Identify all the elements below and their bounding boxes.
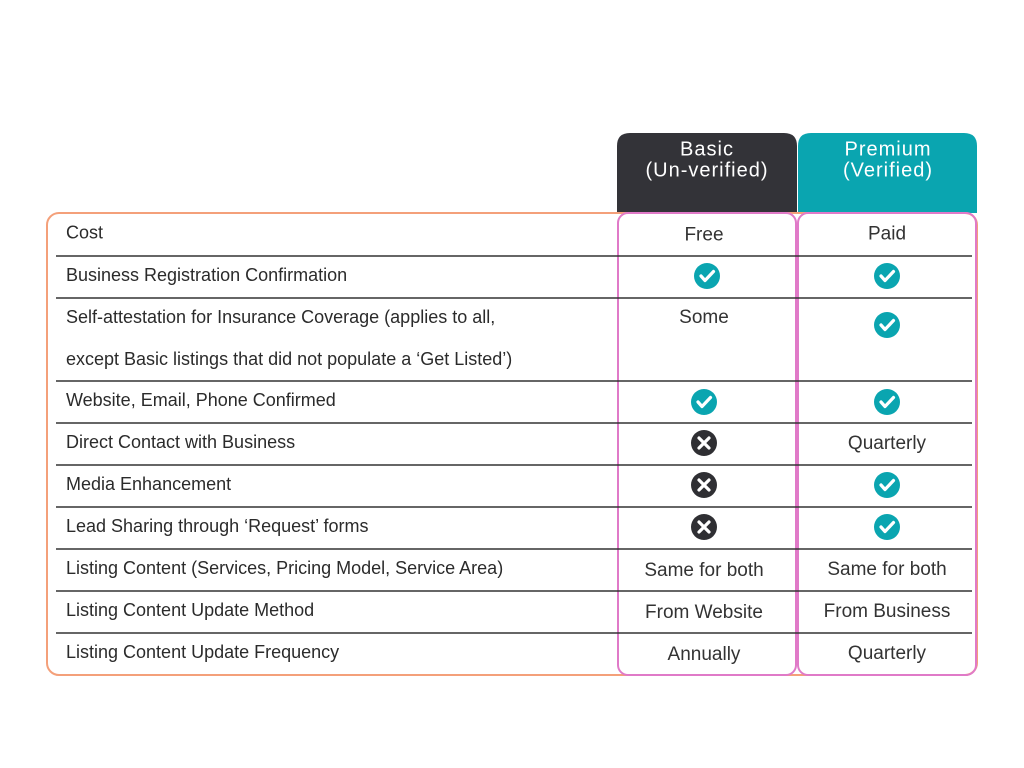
header-text: Premium xyxy=(844,138,931,160)
feature-label: Lead Sharing through ‘Request’ forms xyxy=(66,516,369,536)
premium-value: From Business xyxy=(824,601,951,622)
premium-header xyxy=(798,133,977,213)
basic-value: Annually xyxy=(668,644,741,665)
check-icon xyxy=(692,261,722,291)
premium-column-frame xyxy=(797,212,977,676)
basic-column-frame xyxy=(617,212,797,676)
feature-label: Website, Email, Phone Confirmed xyxy=(66,390,336,410)
premium-value: Quarterly xyxy=(848,433,927,454)
basic-header xyxy=(617,133,797,213)
feature-label: Direct Contact with Business xyxy=(66,432,295,452)
check-icon xyxy=(872,310,902,340)
check-icon xyxy=(872,512,902,542)
premium-value: Quarterly xyxy=(848,643,927,664)
cross-icon xyxy=(689,512,719,542)
basic-value: Same for both xyxy=(644,560,763,581)
basic-value: Some xyxy=(679,307,729,328)
feature-label: Listing Content Update Method xyxy=(66,600,314,620)
feature-label: Listing Content Update Frequency xyxy=(66,642,339,662)
feature-label: except Basic listings that did not popul… xyxy=(66,349,512,369)
header-text: (Un-verified) xyxy=(645,159,768,181)
premium-value: Paid xyxy=(868,224,906,245)
header-text: Basic xyxy=(680,138,734,160)
premium-value: Same for both xyxy=(827,559,946,580)
cross-icon xyxy=(689,428,719,458)
cross-icon xyxy=(689,470,719,500)
feature-label: Cost xyxy=(66,222,103,242)
check-icon xyxy=(689,387,719,417)
feature-label: Listing Content (Services, Pricing Model… xyxy=(66,558,503,578)
header-text: (Verified) xyxy=(843,159,933,181)
feature-label: Media Enhancement xyxy=(66,474,231,494)
feature-label: Business Registration Confirmation xyxy=(66,265,347,285)
feature-label: Self-attestation for Insurance Coverage … xyxy=(66,307,495,327)
basic-value: From Website xyxy=(645,602,763,623)
check-icon xyxy=(872,470,902,500)
check-icon xyxy=(872,261,902,291)
check-icon xyxy=(872,387,902,417)
basic-value: Free xyxy=(684,225,723,246)
